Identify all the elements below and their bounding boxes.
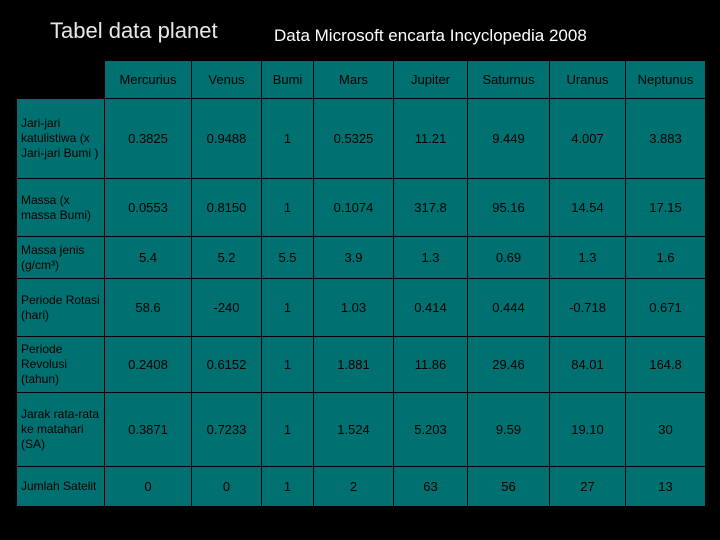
table-header-row: Mercurius Venus Bumi Mars Jupiter Saturn… (16, 60, 706, 99)
table-cell: 0.5325 (313, 98, 394, 179)
table-cell: 0.2408 (104, 336, 192, 393)
table-cell: 5.5 (261, 236, 314, 279)
source-caption: Data Microsoft encarta Incyclopedia 2008 (274, 26, 587, 45)
column-header: Neptunus (625, 60, 706, 99)
table-cell: 0.6152 (191, 336, 262, 393)
column-header: Mars (313, 60, 394, 99)
table-cell: 0.671 (625, 278, 706, 337)
row-label: Massa (x massa Bumi) (16, 178, 105, 237)
table-cell: 0.3825 (104, 98, 192, 179)
table-cell: 9.59 (467, 392, 550, 467)
table-corner-cell (16, 60, 105, 99)
table-cell: 1.03 (313, 278, 394, 337)
row-label: Massa jenis (g/cm³) (16, 236, 105, 279)
table-cell: 0.9488 (191, 98, 262, 179)
table-cell: 0.7233 (191, 392, 262, 467)
column-header: Jupiter (393, 60, 468, 99)
table-cell: 1 (261, 392, 314, 467)
page-title: Tabel data planet (50, 18, 218, 43)
table-cell: 0 (104, 466, 192, 507)
table-cell: 29.46 (467, 336, 550, 393)
table-cell: 1 (261, 178, 314, 237)
table-cell: 5.4 (104, 236, 192, 279)
table-cell: 27 (549, 466, 626, 507)
row-label: Periode Revolusi (tahun) (16, 336, 105, 393)
row-label: Jumlah Satelit (16, 466, 105, 507)
column-header: Bumi (261, 60, 314, 99)
table-cell: -240 (191, 278, 262, 337)
column-header: Saturnus (467, 60, 550, 99)
table-cell: 84.01 (549, 336, 626, 393)
table-cell: 14.54 (549, 178, 626, 237)
table-cell: 1.881 (313, 336, 394, 393)
table-cell: 0.444 (467, 278, 550, 337)
table-cell: 1 (261, 336, 314, 393)
table-cell: 1.524 (313, 392, 394, 467)
table-cell: 5.203 (393, 392, 468, 467)
table-cell: 0.69 (467, 236, 550, 279)
table-cell: 95.16 (467, 178, 550, 237)
column-header: Uranus (549, 60, 626, 99)
row-label: Jarak rata-rata ke matahari (SA) (16, 392, 105, 467)
row-label: Periode Rotasi (hari) (16, 278, 105, 337)
table-cell: 0.8150 (191, 178, 262, 237)
table-cell: 58.6 (104, 278, 192, 337)
table-cell: 0.3871 (104, 392, 192, 467)
table-cell: 1.3 (549, 236, 626, 279)
table-cell: 0.1074 (313, 178, 394, 237)
table-cell: 4.007 (549, 98, 626, 179)
table-cell: 11.86 (393, 336, 468, 393)
column-header: Venus (191, 60, 262, 99)
table-cell: 13 (625, 466, 706, 507)
table-cell: 63 (393, 466, 468, 507)
table-cell: 317.8 (393, 178, 468, 237)
table-cell: 1.3 (393, 236, 468, 279)
table-cell: 19.10 (549, 392, 626, 467)
table-cell: 30 (625, 392, 706, 467)
table-row: Jumlah Satelit 0 0 1 2 63 56 27 13 (16, 466, 706, 507)
table-cell: 5.2 (191, 236, 262, 279)
table-row: Jarak rata-rata ke matahari (SA) 0.3871 … (16, 392, 706, 467)
table-cell: 56 (467, 466, 550, 507)
table-row: Massa (x massa Bumi) 0.0553 0.8150 1 0.1… (16, 178, 706, 237)
table-cell: 164.8 (625, 336, 706, 393)
table-cell: 1.6 (625, 236, 706, 279)
column-header: Mercurius (104, 60, 192, 99)
table-row: Periode Revolusi (tahun) 0.2408 0.6152 1… (16, 336, 706, 393)
table-cell: 2 (313, 466, 394, 507)
table-cell: 17.15 (625, 178, 706, 237)
table-cell: 1 (261, 278, 314, 337)
row-label: Jari-jari katulistiwa (x Jari-jari Bumi … (16, 98, 105, 179)
table-row: Massa jenis (g/cm³) 5.4 5.2 5.5 3.9 1.3 … (16, 236, 706, 279)
table-cell: -0.718 (549, 278, 626, 337)
table-cell: 9.449 (467, 98, 550, 179)
table-cell: 0.0553 (104, 178, 192, 237)
table-row: Periode Rotasi (hari) 58.6 -240 1 1.03 0… (16, 278, 706, 337)
table-cell: 11.21 (393, 98, 468, 179)
table-cell: 1 (261, 98, 314, 179)
table-cell: 3.9 (313, 236, 394, 279)
planet-data-table: Mercurius Venus Bumi Mars Jupiter Saturn… (16, 60, 706, 507)
table-row: Jari-jari katulistiwa (x Jari-jari Bumi … (16, 98, 706, 179)
table-cell: 0 (191, 466, 262, 507)
table-cell: 1 (261, 466, 314, 507)
table-cell: 0.414 (393, 278, 468, 337)
table-cell: 3.883 (625, 98, 706, 179)
